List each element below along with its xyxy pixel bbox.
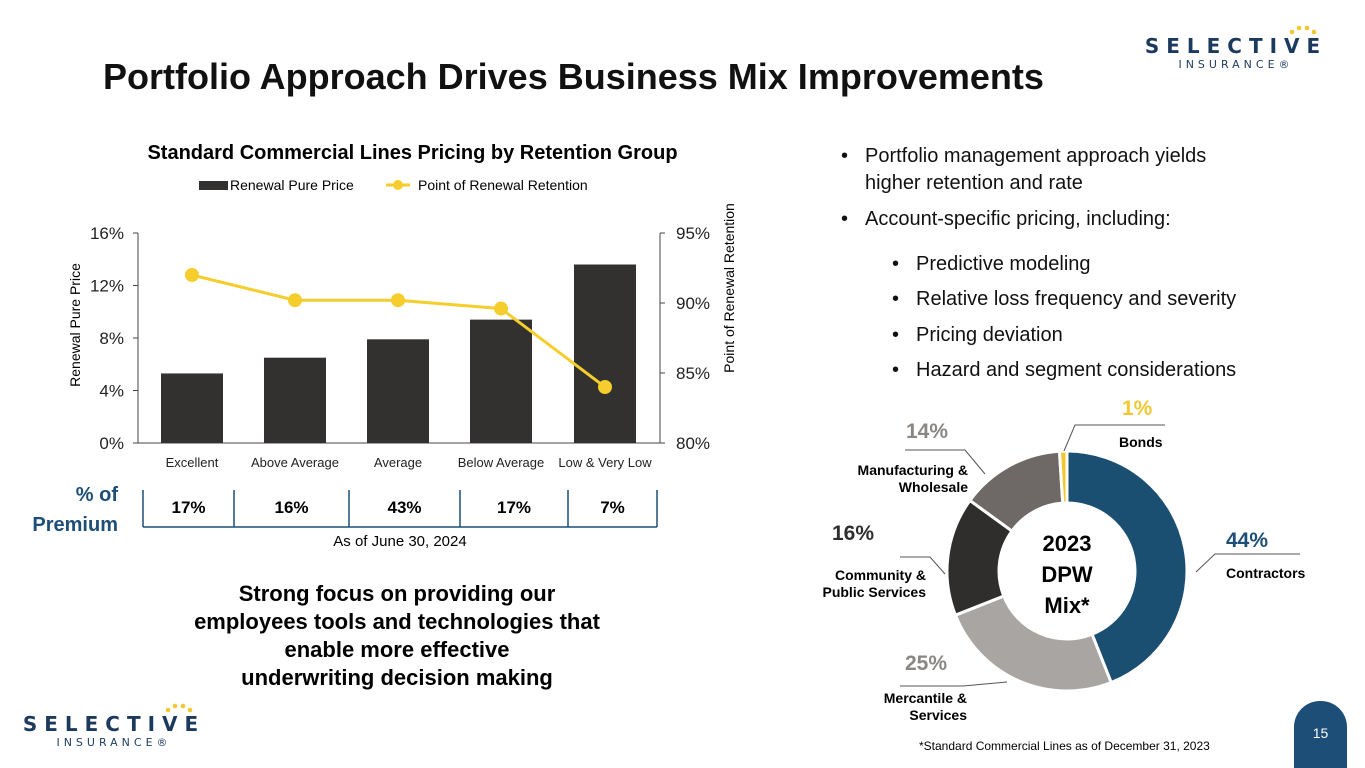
donut-center-line: 2023: [1042, 531, 1092, 556]
segment-pct-manufacturing: 14%: [906, 420, 949, 443]
donut-center-line: Mix*: [1044, 593, 1090, 618]
legend-label-bar: Renewal Pure Price: [230, 177, 354, 193]
focus-line: employees tools and technologies that: [194, 609, 600, 634]
logo-dots-icon: [165, 703, 193, 713]
sub-bullet-item: Relative loss frequency and severity: [892, 286, 1236, 313]
x-tick-label: Below Average: [458, 455, 545, 470]
logo-subtitle: INSURANCE®: [1178, 58, 1294, 71]
dpw-mix-donut: [900, 424, 1300, 693]
premium-table-frame: [142, 490, 658, 528]
segment-name-line: Services: [909, 707, 967, 723]
premium-cell-average: 43%: [387, 498, 422, 517]
bar-excellent: [161, 373, 223, 443]
logo-wordmark: SELECTIVE: [1144, 34, 1328, 58]
segment-name-community: Community & Public Services: [822, 567, 926, 601]
logo-subtitle: INSURANCE®: [56, 736, 172, 749]
bullet-item-continued: higher retention and rate: [865, 172, 1083, 194]
segment-pct-contractors: 44%: [1226, 529, 1269, 552]
x-tick-label: Excellent: [166, 455, 219, 470]
leader-line-mercantile: [900, 681, 1008, 687]
y-tick-label-left: 8%: [99, 329, 124, 348]
y-tick-label-left: 4%: [99, 382, 124, 401]
premium-label-line2: Premium: [32, 514, 118, 536]
bar-low-very-low: [574, 264, 636, 443]
retention-point: [391, 293, 405, 308]
premium-cell-below-average: 17%: [496, 498, 532, 517]
logo-dots-icon: [1289, 25, 1317, 35]
leader-line-manufacturing: [905, 449, 986, 475]
retention-point: [288, 293, 302, 308]
sub-bullet-item: Hazard and segment considerations: [892, 357, 1236, 384]
footnote: *Standard Commercial Lines as of Decembe…: [919, 739, 1210, 753]
x-tick-label: Average: [374, 455, 422, 470]
focus-statement: Strong focus on providing our employees …: [157, 580, 637, 692]
segment-name-line: Mercantile &: [883, 690, 967, 706]
segment-name-manufacturing: Manufacturing & Wholesale: [858, 462, 968, 496]
company-logo-top: SELECTIVE INSURANCE®: [1140, 25, 1332, 71]
premium-label: % of Premium: [32, 480, 118, 540]
legend-swatch-marker: [393, 180, 403, 190]
as-of-date: As of June 30, 2024: [333, 533, 467, 550]
focus-line: enable more effective: [284, 637, 510, 662]
segment-name-line: Public Services: [822, 584, 926, 600]
bar-above-average: [264, 357, 326, 443]
segment-name-contractors: Contractors: [1226, 565, 1306, 581]
leader-line-community: [900, 556, 946, 575]
bullet-item: Portfolio management approach yields: [841, 143, 1206, 170]
sub-bullet-item: Predictive modeling: [892, 251, 1090, 278]
donut-slice-mercantile-services: [953, 594, 1114, 693]
retention-point: [598, 380, 612, 394]
page-number: 15: [1294, 701, 1347, 768]
donut-center-label: 2023 DPW Mix*: [1031, 528, 1103, 621]
segment-pct-community: 16%: [832, 522, 875, 545]
page-title: Portfolio Approach Drives Business Mix I…: [103, 56, 1044, 97]
focus-line: Strong focus on providing our: [238, 581, 556, 606]
bar-average: [367, 339, 429, 443]
donut-slice-bonds: [1057, 449, 1069, 505]
pricing-retention-chart: Renewal Pure Price Point of Renewal Rete…: [67, 177, 737, 470]
y-tick-label-right: 95%: [676, 224, 710, 243]
retention-point: [185, 268, 199, 282]
sub-bullet-item: Pricing deviation: [892, 322, 1063, 349]
segment-name-line: Wholesale: [898, 479, 968, 495]
focus-line: underwriting decision making: [241, 665, 553, 690]
y-tick-label-left: 12%: [90, 277, 124, 296]
segment-pct-bonds: 1%: [1122, 397, 1153, 420]
segment-name-mercantile: Mercantile & Services: [884, 690, 967, 724]
leader-line-bonds: [1063, 424, 1165, 452]
y-axis-label-right: Point of Renewal Retention: [721, 203, 737, 373]
chart-legend: Renewal Pure Price Point of Renewal Rete…: [199, 177, 588, 193]
logo-wordmark: SELECTIVE: [22, 712, 206, 736]
legend-label-line: Point of Renewal Retention: [418, 177, 588, 193]
donut-slice-contractors: [1065, 449, 1189, 685]
y-tick-label-right: 90%: [676, 294, 710, 313]
premium-label-line1: % of: [75, 484, 118, 506]
bar-below-average: [470, 319, 532, 443]
segment-name-line: Manufacturing &: [857, 462, 968, 478]
legend-swatch-bar: [199, 181, 228, 190]
chart-title: Standard Commercial Lines Pricing by Ret…: [147, 142, 678, 164]
y-axis-label-left: Renewal Pure Price: [67, 263, 83, 387]
y-tick-label-right: 85%: [676, 364, 710, 383]
premium-cell-low: 7%: [600, 498, 625, 517]
premium-cell-above-average: 16%: [274, 498, 309, 517]
y-tick-label-left: 16%: [90, 224, 124, 243]
segment-name-line: Community &: [835, 567, 926, 583]
y-tick-label-left: 0%: [99, 434, 124, 453]
segment-name-bonds: Bonds: [1119, 434, 1163, 450]
segment-pct-mercantile: 25%: [905, 652, 948, 675]
x-tick-label: Low & Very Low: [558, 455, 652, 470]
company-logo-bottom: INSURANCE® SELECTIVE INSURANCE®: [18, 703, 210, 749]
donut-center-line: DPW: [1041, 562, 1093, 587]
retention-point: [494, 301, 508, 316]
x-tick-label: Above Average: [251, 455, 339, 470]
bullet-item: Account-specific pricing, including:: [841, 206, 1171, 233]
leader-line-contractors: [1195, 553, 1300, 573]
y-tick-label-right: 80%: [676, 434, 710, 453]
premium-cell-excellent: 17%: [171, 498, 206, 517]
